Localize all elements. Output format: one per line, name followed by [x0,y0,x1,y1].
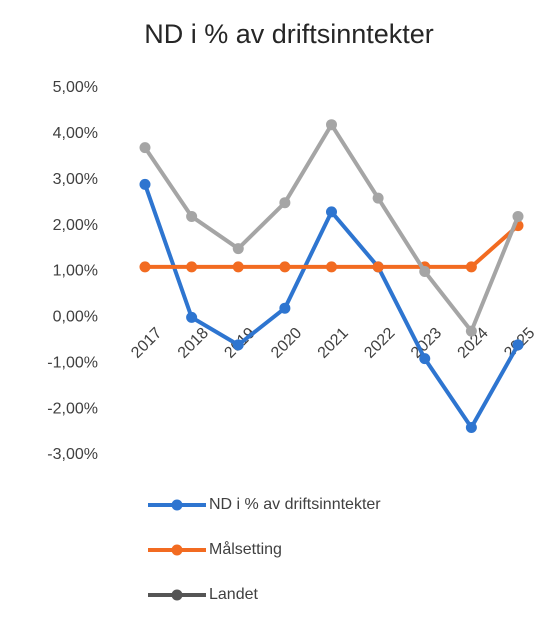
y-tick-label: 2,00% [53,217,98,234]
data-point [139,178,151,190]
chart-title: ND i % av driftsinntekter [144,19,434,49]
data-point [465,325,477,337]
data-point [512,339,524,351]
series-line [143,122,520,334]
legend-marker [171,589,183,601]
y-tick-label: 0,00% [53,309,98,326]
data-point [186,210,198,222]
data-point [232,261,244,273]
legend-label: Målsetting [209,540,282,558]
y-tick-label: 3,00% [53,171,98,188]
y-tick-label: -3,00% [47,446,98,463]
x-tick-label: 2021 [315,325,352,362]
data-point [279,261,291,273]
data-point [326,261,337,273]
legend-label: Landet [209,586,258,603]
data-point [372,261,384,273]
y-tick-label: 5,00% [53,79,98,96]
legend-marker [171,499,183,511]
y-tick-label: 4,00% [53,125,98,142]
y-tick-label: -2,00% [47,400,98,417]
data-point [419,353,431,365]
data-point [512,210,524,222]
data-point [186,261,198,273]
legend-marker [171,544,183,556]
y-tick-label: -1,00% [47,354,98,371]
data-point [465,421,477,433]
x-tick-label: 2022 [361,325,398,362]
x-tick-label: 2018 [175,325,212,362]
data-point [419,266,431,277]
y-tick-label: 1,00% [53,263,98,280]
data-point [465,261,477,273]
data-point [232,243,244,255]
series-line [145,224,520,269]
data-point [139,261,151,273]
x-tick-label: 2017 [128,325,165,362]
data-point [186,311,198,323]
data-point [139,142,151,154]
data-point [326,119,337,131]
data-point [279,197,291,209]
data-point [326,206,337,218]
legend-label: ND i % av driftsinntekter [209,496,381,513]
data-point [232,339,244,351]
x-tick-label: 2020 [268,325,305,362]
data-point [372,192,384,204]
data-point [279,302,291,314]
